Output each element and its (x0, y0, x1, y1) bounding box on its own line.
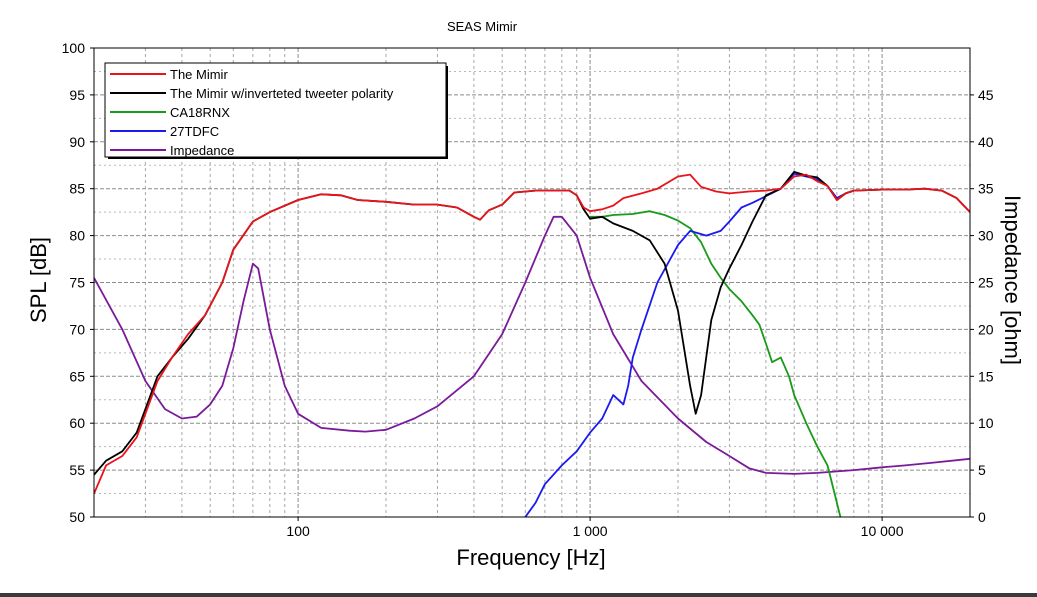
y2-tick-label: 30 (978, 228, 994, 244)
y-tick-label: 100 (62, 40, 86, 56)
y-tick-label: 85 (69, 181, 85, 197)
y-tick-label: 80 (69, 228, 85, 244)
y-tick-label: 65 (69, 368, 85, 384)
y2-tick-label: 45 (978, 87, 994, 103)
y-tick-label: 50 (69, 509, 85, 525)
y-tick-label: 95 (69, 87, 85, 103)
y-tick-label: 60 (69, 415, 85, 431)
y2-axis-label: Impedance [ohm] (1000, 195, 1025, 365)
legend-label: CA18RNX (170, 105, 230, 120)
legend-box (104, 62, 447, 158)
y-tick-label: 70 (69, 321, 85, 337)
x-tick-label: 100 (286, 523, 310, 539)
x-tick-label: 10 000 (861, 523, 904, 539)
chart-title: SEAS Mimir (447, 19, 518, 34)
legend: The Mimir The Mimir w/inverteted tweeter … (104, 62, 448, 159)
y2-tick-label: 25 (978, 275, 994, 291)
x-tick-label: 1 000 (573, 523, 608, 539)
series-line-ca18rnx (590, 210, 842, 517)
y-tick-label: 55 (69, 462, 85, 478)
series-line-impedance (94, 215, 970, 475)
y2-tick-label: 35 (978, 181, 994, 197)
y2-tick-label: 15 (978, 368, 994, 384)
y-tick-label: 90 (69, 134, 85, 150)
legend-label: The Mimir (170, 67, 228, 82)
left-axis-ticks: 50 55 60 65 70 75 80 85 90 95 100 (62, 40, 94, 525)
x-axis-ticks: 100 1 000 10 000 (286, 517, 904, 539)
y2-tick-label: 5 (978, 462, 986, 478)
y2-tick-label: 0 (978, 509, 986, 525)
x-axis-label: Frequency [Hz] (456, 545, 605, 570)
y2-tick-label: 40 (978, 134, 994, 150)
legend-label: 27TDFC (170, 124, 219, 139)
right-axis-ticks: 0 5 10 15 20 25 30 35 40 45 (970, 87, 994, 525)
legend-items: The Mimir The Mimir w/inverteted tweeter … (110, 67, 394, 158)
legend-label: The Mimir w/inverteted tweeter polarity (170, 86, 394, 101)
window-bottom-border (0, 593, 1037, 597)
legend-label: Impedance (170, 143, 234, 158)
series-layer (94, 170, 970, 517)
y2-tick-label: 10 (978, 415, 994, 431)
y2-tick-label: 20 (978, 321, 994, 337)
y-tick-label: 75 (69, 275, 85, 291)
y-axis-label: SPL [dB] (26, 237, 51, 323)
series-line-the-mimir (94, 173, 970, 494)
